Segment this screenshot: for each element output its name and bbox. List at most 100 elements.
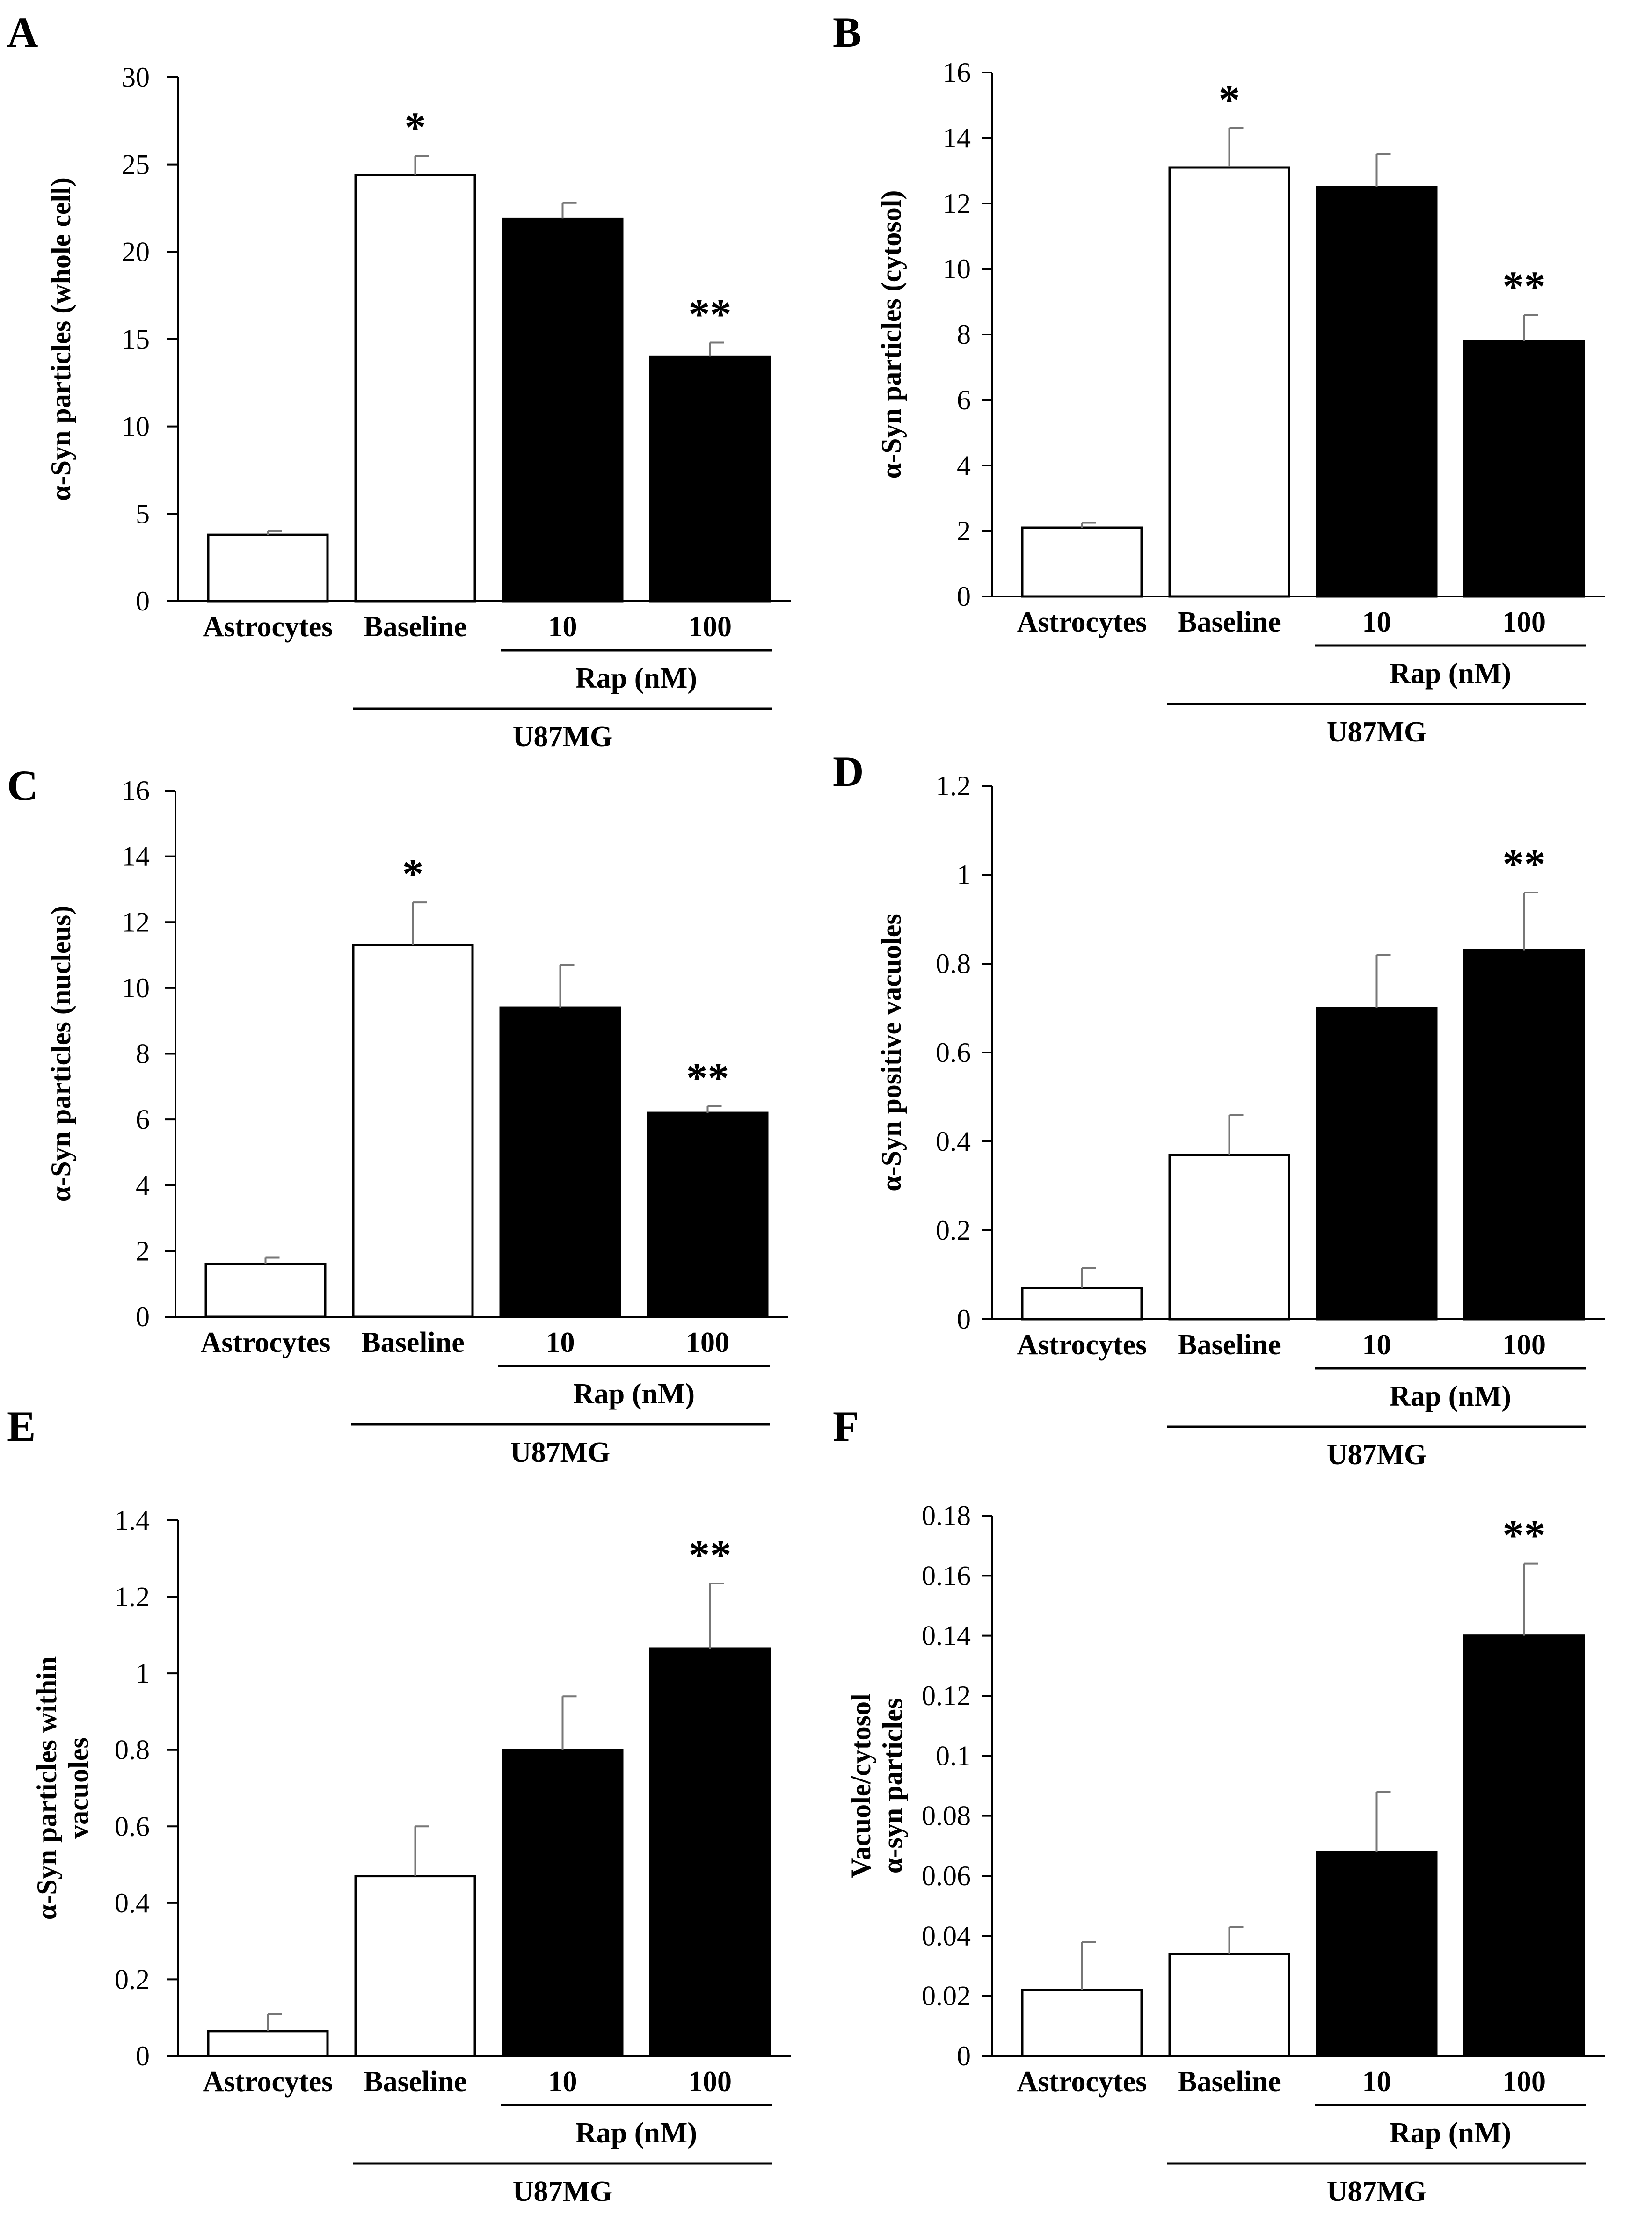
bar [352,944,474,1318]
u87mg-label: U87MG [1327,716,1427,748]
u87mg-label: U87MG [510,1437,611,1468]
panel-letter: C [7,762,38,809]
bar [502,217,624,603]
y-tick-label: 30 [122,62,150,93]
y-tick-label: 10 [122,411,150,442]
category-label: 100 [686,1327,729,1358]
y-axis-label: vacuoles [63,1737,94,1839]
u87mg-label: U87MG [513,721,613,753]
rap-group-label: Rap (nM) [573,1378,695,1410]
y-tick-label: 4 [136,1170,150,1201]
panel-c: C 0 2 4 6 8 10 12 14 16 α-Syn particles (nucleus) A… [7,762,788,1468]
y-tick-label: 0 [136,2041,150,2071]
category-label: Baseline [1178,606,1281,638]
u87mg-label: U87MG [1327,2176,1427,2208]
bar [1168,1154,1290,1321]
rap-group-label: Rap (nM) [575,662,697,694]
y-axis-label: α-Syn particles (whole cell) [45,177,76,501]
category-label: Baseline [364,2066,466,2098]
category-label: Astrocytes [1017,1329,1147,1361]
bar [1316,186,1438,598]
u87mg-label: U87MG [1327,1439,1427,1471]
y-tick-label: 0.18 [922,1500,971,1531]
panel-letter: B [833,8,861,56]
y-tick-label: 12 [943,188,971,219]
panel-letter: A [7,8,38,56]
rap-group-label: Rap (nM) [1390,2117,1511,2149]
y-tick-label: 0.12 [922,1680,971,1711]
y-tick-label: 0.06 [922,1860,971,1891]
rap-group-label: Rap (nM) [575,2117,697,2149]
significance-marker: * [405,103,426,151]
panel-f: F 0 0.02 0.04 0.06 0.08 0.1 0.12 0.14 0.16 0.18 Vac… [833,1402,1605,2208]
significance-marker: ** [1503,262,1546,310]
bar [1463,340,1585,598]
category-label: 100 [688,611,732,643]
significance-marker: ** [689,1531,732,1579]
bar [649,1647,771,2057]
y-tick-label: 20 [122,236,150,267]
category-label: 100 [688,2066,732,2098]
y-tick-label: 0.2 [936,1215,971,1246]
category-label: 10 [548,611,577,643]
bar [1316,1851,1438,2057]
y-axis-label: α-Syn particles (cytosol) [876,190,907,479]
rap-group-label: Rap (nM) [1390,1380,1511,1412]
panel-letter: D [833,748,864,795]
significance-marker: ** [686,1054,729,1102]
y-tick-label: 8 [136,1039,150,1069]
panel-e: E 0 0.2 0.4 0.6 0.8 1 1.2 1.4 α-Syn particles wit… [7,1402,791,2208]
category-label: Astrocytes [203,611,333,643]
category-label: Astrocytes [1017,2066,1147,2098]
category-label: 10 [1362,2066,1391,2098]
panel-a: A 0 5 10 15 20 25 30 α-Syn particles (whole cell… [7,8,791,753]
y-tick-label: 1 [957,859,971,890]
bar [204,1263,327,1318]
y-tick-label: 0.08 [922,1801,971,1831]
panel-b: B 0 2 4 6 8 10 12 14 16 α-Syn particles (cytosol) A… [833,8,1605,748]
y-tick-label: 0.14 [922,1620,971,1651]
significance-marker: ** [689,290,732,338]
y-tick-label: 15 [122,324,150,355]
y-tick-label: 0.6 [115,1811,150,1842]
category-label: Baseline [364,611,466,643]
y-axis-label: Vacuole/cytosol [845,1693,876,1878]
panel-d: D 0 0.2 0.4 0.6 0.8 1 1.2 α-Syn positive vacuole… [833,748,1605,1471]
significance-marker: * [402,850,424,898]
y-tick-label: 1.2 [115,1582,150,1612]
bar [499,1006,621,1318]
category-label: Astrocytes [1017,606,1147,638]
y-tick-label: 0.02 [922,1981,971,2012]
y-tick-label: 0.8 [936,948,971,979]
y-tick-label: 0.8 [115,1735,150,1765]
category-label: 100 [1502,2066,1546,2098]
bar [207,2030,329,2057]
y-tick-label: 0.1 [936,1740,971,1771]
y-tick-label: 2 [136,1235,150,1266]
significance-marker: * [1219,76,1240,123]
y-axis-label: α-Syn positive vacuoles [876,914,907,1191]
y-tick-label: 8 [957,319,971,350]
category-label: 10 [1362,1329,1391,1361]
bar [1168,1953,1290,2057]
y-axis-label: α-syn particles [877,1698,908,1874]
bar [354,1875,476,2057]
y-tick-label: 2 [957,516,971,546]
bar [1168,166,1290,598]
y-tick-label: 0 [136,586,150,617]
y-tick-label: 25 [122,149,150,180]
y-tick-label: 5 [136,498,150,529]
y-tick-label: 16 [122,775,150,806]
y-axis-label: α-Syn particles (nucleus) [45,906,76,1202]
y-tick-label: 14 [943,123,971,153]
y-tick-label: 1.4 [115,1505,150,1536]
y-tick-label: 0.2 [115,1964,150,1995]
y-tick-label: 10 [122,973,150,1003]
y-tick-label: 0.4 [936,1126,971,1157]
rap-group-label: Rap (nM) [1390,658,1511,690]
category-label: 10 [1362,606,1391,638]
bar [502,1749,624,2057]
bar [207,533,329,603]
y-tick-label: 0.16 [922,1560,971,1591]
